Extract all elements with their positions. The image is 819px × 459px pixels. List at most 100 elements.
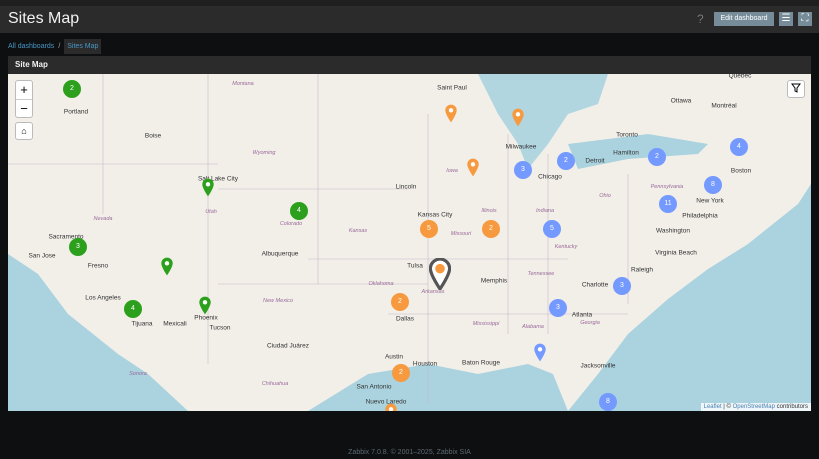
marker-cluster-ok[interactable]: 2: [63, 80, 81, 98]
city-label: Austin: [384, 353, 404, 361]
map-pin-icon[interactable]: [445, 104, 458, 128]
city-label: Fresno: [87, 262, 109, 270]
home-icon[interactable]: ⌂: [15, 122, 33, 140]
site-map-widget: Site Map Portland Boise Salt Lake City Sacr…: [8, 56, 811, 411]
city-label: Dallas: [395, 315, 415, 323]
region-label: Kansas: [348, 228, 368, 234]
region-label: Kentucky: [554, 244, 578, 250]
marker-cluster-ok[interactable]: 4: [124, 300, 142, 318]
region-label: Chihuahua: [261, 381, 289, 387]
city-label: Raleigh: [630, 266, 654, 274]
city-label: Washington: [655, 227, 691, 235]
widget-title: Site Map: [15, 60, 48, 69]
region-label: Pennsylvania: [650, 184, 684, 190]
map-pin-icon[interactable]: [512, 108, 525, 132]
marker-cluster-ok[interactable]: 4: [290, 202, 308, 220]
city-label: Detroit: [585, 157, 605, 165]
help-icon[interactable]: ?: [697, 12, 704, 26]
city-label: Saint Paul: [437, 84, 467, 92]
marker-cluster-info[interactable]: 8: [599, 393, 617, 411]
map-attribution: Leaflet | © OpenStreetMap contributors: [700, 403, 811, 411]
city-label: Hamilton: [613, 149, 639, 157]
city-label: Mexicali: [163, 320, 187, 328]
zoom-control: + −: [15, 80, 33, 118]
city-label: Toronto: [616, 131, 638, 139]
city-label: Salt Lake City: [197, 175, 239, 183]
page-title: Sites Map: [8, 10, 80, 27]
region-label: New Mexico: [263, 298, 293, 304]
marker-cluster-warning[interactable]: 2: [392, 364, 410, 382]
map-pin-icon[interactable]: [202, 178, 215, 202]
map-pin-icon[interactable]: [199, 296, 212, 320]
city-label: Montréal: [711, 102, 737, 110]
region-label: Wyoming: [252, 150, 276, 156]
marker-cluster-warning[interactable]: 5: [420, 220, 438, 238]
region-label: Arkansas: [421, 289, 445, 295]
region-label: Iowa: [446, 168, 458, 174]
region-label: Sonora: [129, 371, 147, 377]
city-label: Ciudad Juárez: [267, 342, 309, 350]
region-label: Mississippi: [472, 321, 500, 327]
city-label: Atlanta: [571, 311, 593, 319]
city-label: Nuevo Laredo: [365, 398, 407, 406]
region-label: Nevada: [93, 216, 113, 222]
footer: Zabbix 7.0.8. © 2001–2025, Zabbix SIA: [348, 449, 471, 456]
marker-cluster-info[interactable]: 2: [557, 152, 575, 170]
region-label: Ohio: [599, 193, 611, 199]
top-strip: [0, 0, 819, 6]
leaflet-link[interactable]: Leaflet: [703, 404, 722, 410]
map-pin-icon[interactable]: [161, 257, 174, 281]
marker-cluster-info[interactable]: 3: [613, 277, 631, 295]
attribution-suffix: contributors: [774, 404, 808, 410]
region-label: Utah: [205, 209, 217, 215]
filter-icon[interactable]: [787, 80, 805, 98]
region-label: Illinois: [481, 208, 497, 214]
marker-cluster-info[interactable]: 8: [704, 176, 722, 194]
marker-cluster-info[interactable]: 5: [543, 220, 561, 238]
breadcrumb-all-dashboards[interactable]: All dashboards: [8, 43, 55, 50]
zoom-out-button[interactable]: −: [16, 99, 32, 117]
city-label: New York: [696, 197, 724, 205]
city-label: Phoenix: [194, 314, 218, 322]
city-label: Kansas City: [417, 211, 453, 219]
map-pin-icon[interactable]: [467, 158, 480, 182]
marker-cluster-info[interactable]: 4: [730, 138, 748, 156]
map-tiles: [8, 74, 811, 411]
city-label: Jacksonville: [580, 362, 616, 370]
city-label: Philadelphia: [682, 212, 718, 220]
map-pin-icon[interactable]: [428, 257, 452, 295]
expand-icon[interactable]: ⛶: [798, 12, 812, 26]
map-pin-icon[interactable]: [534, 343, 547, 367]
city-label: Tulsa: [407, 262, 423, 270]
city-label: Charlotte: [581, 281, 609, 289]
attribution-separator: | ©: [721, 404, 733, 410]
city-label: Baton Rouge: [462, 359, 500, 367]
map[interactable]: Portland Boise Salt Lake City Sacramento San…: [8, 74, 811, 411]
city-label: Milwaukee: [505, 143, 537, 151]
map-pin-icon[interactable]: [385, 403, 398, 411]
city-label: Chicago: [538, 173, 562, 181]
marker-cluster-info[interactable]: 3: [549, 299, 567, 317]
hamburger-icon[interactable]: ☰: [779, 12, 793, 26]
marker-cluster-info[interactable]: 3: [514, 161, 532, 179]
marker-cluster-info[interactable]: 11: [659, 195, 677, 213]
breadcrumb-current[interactable]: Sites Map: [64, 39, 102, 54]
region-label: Missouri: [450, 231, 472, 237]
edit-dashboard-button[interactable]: Edit dashboard: [714, 12, 774, 26]
city-label: Memphis: [480, 277, 508, 285]
region-label: Oklahoma: [368, 281, 394, 287]
region-label: Alabama: [522, 324, 544, 330]
city-label: San Antonio: [356, 383, 392, 391]
city-label: Portland: [63, 108, 89, 116]
marker-cluster-ok[interactable]: 3: [69, 238, 87, 256]
region-label: Indiana: [535, 208, 555, 214]
zoom-in-button[interactable]: +: [20, 82, 28, 97]
marker-cluster-warning[interactable]: 2: [391, 293, 409, 311]
city-label: Québec: [728, 74, 752, 80]
city-label: Boise: [144, 132, 162, 140]
marker-cluster-info[interactable]: 2: [648, 148, 666, 166]
region-label: Colorado: [279, 221, 303, 227]
osm-link[interactable]: OpenStreetMap: [732, 404, 775, 410]
city-label: Virginia Beach: [655, 249, 697, 257]
marker-cluster-warning[interactable]: 2: [482, 220, 500, 238]
